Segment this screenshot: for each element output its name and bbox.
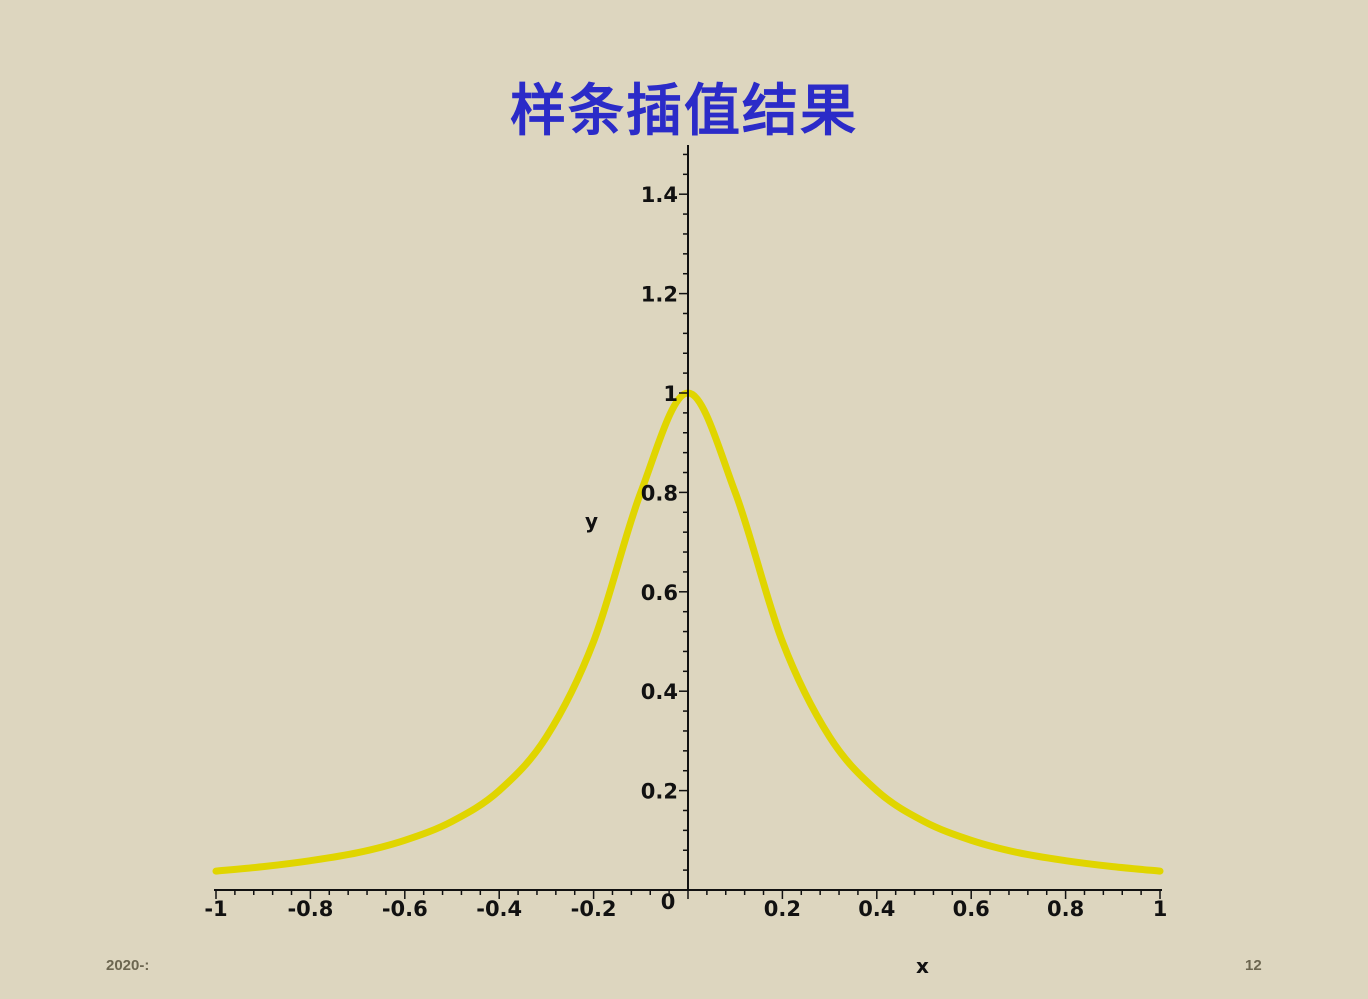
y-tick-label: 1.2 xyxy=(641,283,678,307)
y-tick-label: 0.8 xyxy=(641,481,678,505)
y-tick-label: 0.6 xyxy=(641,581,678,605)
x-tick-label: -0.2 xyxy=(571,897,617,921)
x-tick-label: 0.8 xyxy=(1047,897,1084,921)
x-tick-label: 0 xyxy=(661,890,676,914)
page-number: 12 xyxy=(1245,957,1262,974)
axes xyxy=(214,145,1162,891)
x-tick-label: -0.8 xyxy=(287,897,333,921)
x-tick-label: -0.6 xyxy=(382,897,428,921)
tick-labels: -1 -0.8 -0.6 -0.4 -0.2 0 0.2 0.4 0.6 0.8 1 0.2 0.4 0.… xyxy=(204,183,1167,921)
x-tick-label: -0.4 xyxy=(476,897,522,921)
y-tick-label: 1 xyxy=(663,382,678,406)
y-tick-label: 0.2 xyxy=(641,780,678,804)
footer-date: 2020-: xyxy=(106,957,150,974)
x-tick-label: 0.6 xyxy=(953,897,990,921)
y-axis-label: y xyxy=(585,509,598,533)
x-tick-label: -1 xyxy=(204,897,227,921)
x-tick-label: 1 xyxy=(1153,897,1168,921)
axis-ticks xyxy=(215,153,1161,899)
x-axis-label: x xyxy=(916,954,929,978)
y-tick-label: 1.4 xyxy=(641,183,678,207)
x-tick-label: 0.4 xyxy=(858,897,895,921)
x-tick-label: 0.2 xyxy=(764,897,801,921)
slide-title: 样条插值结果 xyxy=(510,79,858,144)
y-tick-label: 0.4 xyxy=(641,680,678,704)
